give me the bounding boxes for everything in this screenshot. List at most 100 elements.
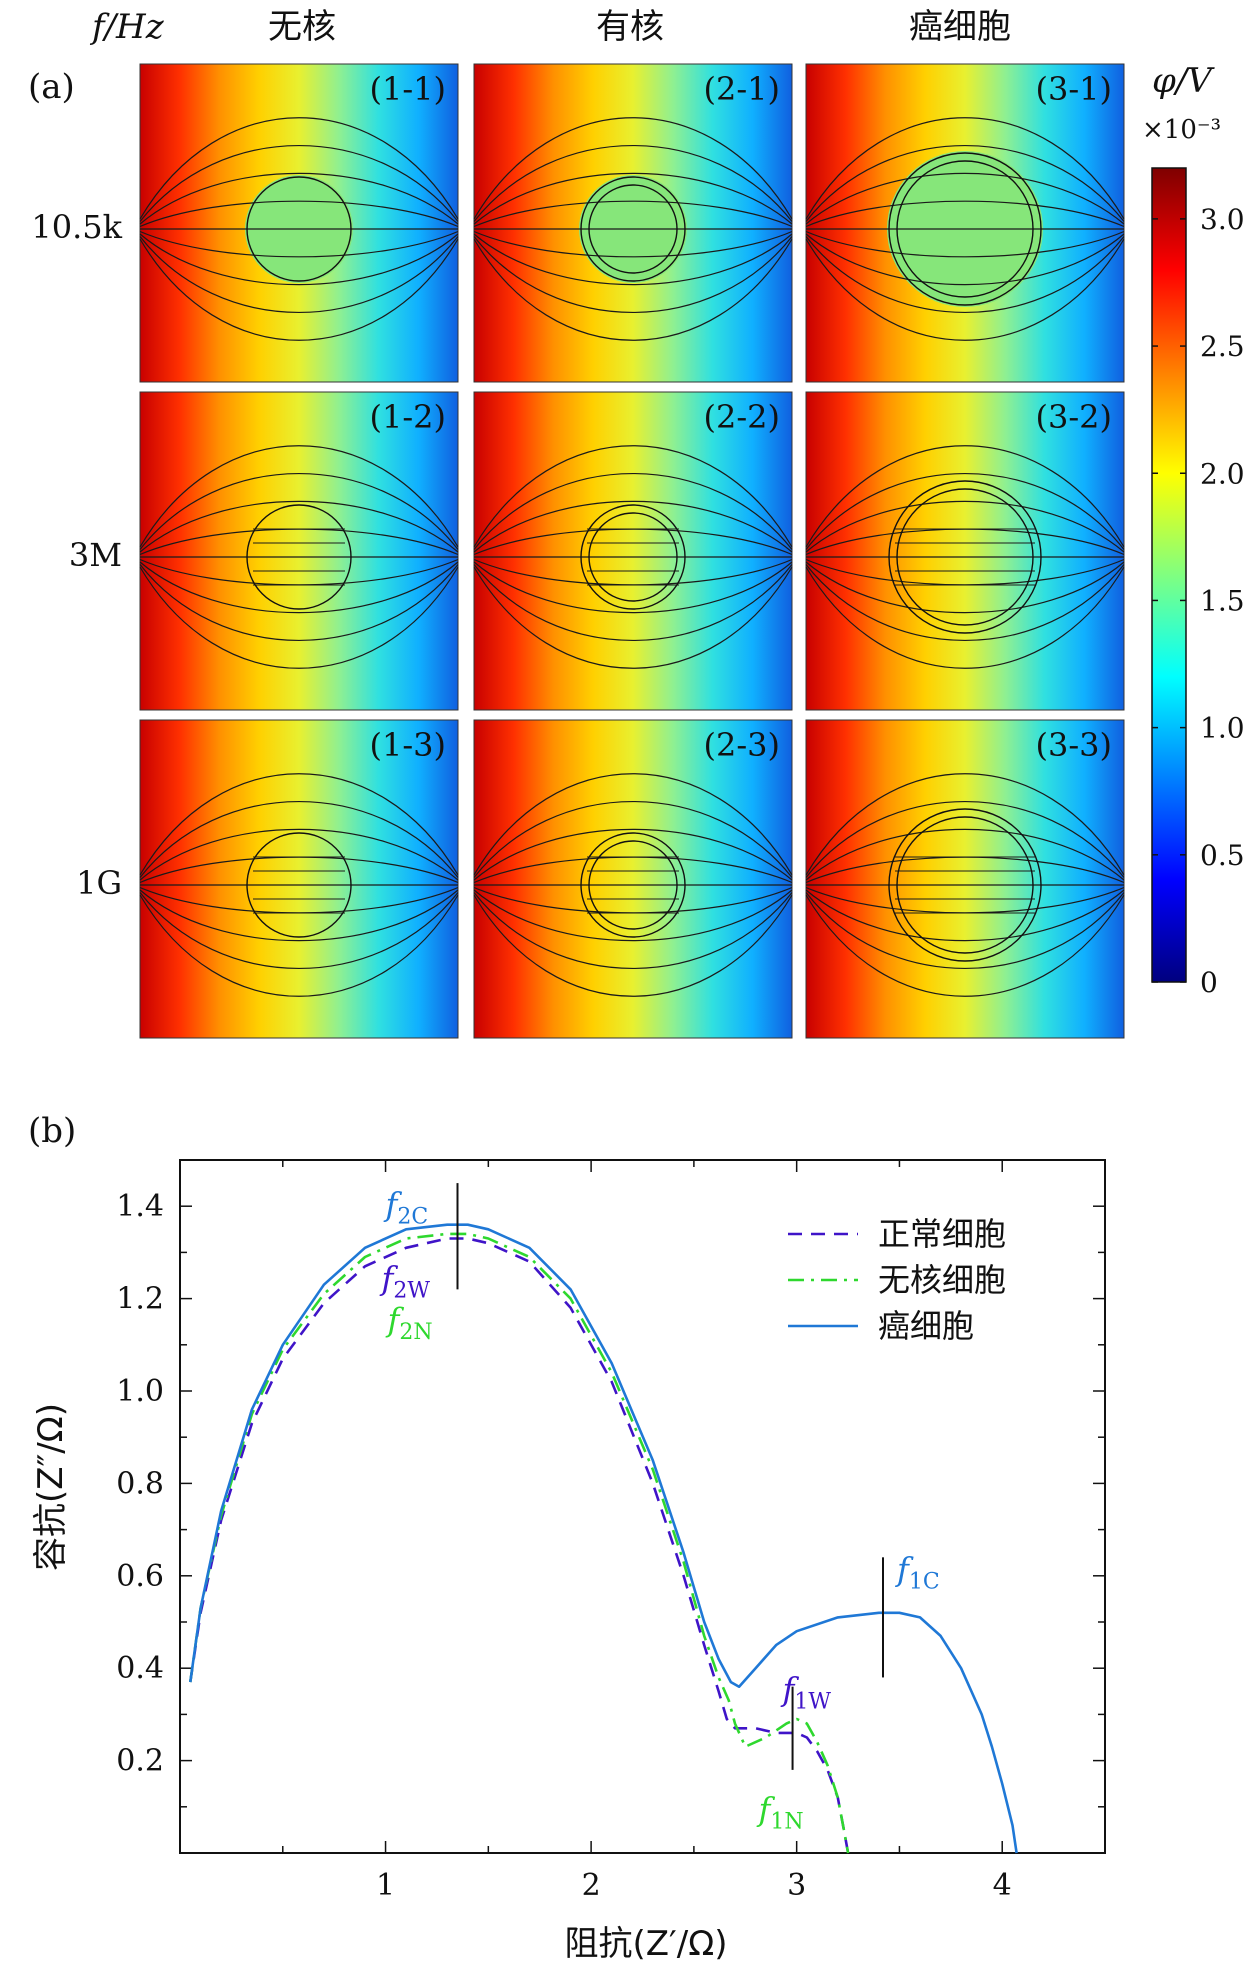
x-axis-label: 阻抗(Z′/Ω) [565, 1924, 728, 1964]
x-tick-label: 4 [993, 1868, 1012, 1903]
field-line [473, 773, 793, 876]
field-panel: (2-2) [473, 391, 793, 711]
cell-panel-label: (2-1) [704, 70, 781, 108]
colorbar-tick-label: 2.0 [1200, 457, 1245, 490]
frequency-annotation: f1C [895, 1550, 940, 1594]
field-line [805, 892, 1125, 969]
colorbar-tick-label: 2.5 [1200, 330, 1245, 363]
frequency-annotation: f1W [781, 1671, 832, 1715]
cell-membrane [888, 480, 1042, 634]
column-header-1: 无核 [268, 7, 336, 47]
series-line [189, 1223, 1018, 1854]
field-panel: (2-1) [473, 63, 793, 383]
y-tick-label: 0.4 [116, 1651, 164, 1686]
field-line [139, 236, 459, 313]
cell-panel-label: (2-2) [704, 398, 781, 436]
field-line [473, 828, 793, 881]
field-panel: (1-3) [139, 719, 459, 1039]
field-line [805, 236, 1125, 313]
field-line [139, 500, 459, 553]
cell-membrane [888, 808, 1042, 962]
column-header-3: 癌细胞 [909, 7, 1011, 47]
frequency-annotation: f1N [757, 1791, 804, 1835]
field-line [805, 200, 1125, 228]
field-line [473, 561, 793, 614]
colorbar-tick-label: 1.5 [1200, 584, 1245, 617]
cell-membrane [580, 504, 686, 610]
cell-panel-label: (3-1) [1036, 70, 1113, 108]
field-line [139, 172, 459, 225]
frequency-annotation: f2C [384, 1185, 429, 1229]
field-line [473, 892, 793, 969]
field-line [473, 236, 793, 313]
potential-map [473, 719, 793, 1039]
colorbar-label: φ/V [1152, 61, 1215, 101]
field-line [139, 561, 459, 614]
field-line [473, 894, 793, 997]
field-line [805, 894, 1125, 997]
potential-map [139, 391, 459, 711]
potential-map [805, 719, 1125, 1039]
field-line [473, 889, 793, 942]
panel-b-label: (b) [28, 1111, 76, 1151]
series-line [189, 1237, 850, 1854]
field-line [139, 894, 459, 997]
field-line [805, 500, 1125, 553]
x-tick-label: 1 [376, 1868, 395, 1903]
cell-panel-label: (2-3) [704, 726, 781, 764]
field-line [473, 500, 793, 553]
cell-panel-label: (1-2) [370, 398, 447, 436]
colorbar-tick-label: 1.0 [1200, 712, 1245, 745]
cell-membrane [888, 152, 1042, 306]
field-line [805, 145, 1125, 222]
nucleus-membrane [896, 816, 1034, 954]
field-line [805, 238, 1125, 341]
cell-membrane [580, 176, 686, 282]
field-line [139, 889, 459, 942]
field-line [139, 773, 459, 876]
y-tick-label: 1.0 [116, 1374, 164, 1409]
row-label-1: 10.5k [31, 208, 122, 246]
cell-panel-label: (3-2) [1036, 398, 1113, 436]
cell-membrane [580, 832, 686, 938]
field-line [139, 566, 459, 669]
field-line [139, 117, 459, 220]
y-tick-label: 1.4 [116, 1189, 164, 1224]
field-line [805, 473, 1125, 550]
y-tick-label: 0.8 [116, 1466, 164, 1501]
x-tick-label: 2 [582, 1868, 601, 1903]
field-line [805, 889, 1125, 942]
field-line [805, 566, 1125, 669]
field-line [139, 801, 459, 878]
nucleus-membrane [588, 840, 678, 930]
row-label-2: 3M [69, 536, 122, 574]
field-line [473, 473, 793, 550]
frequency-annotation: f2N [386, 1301, 433, 1345]
field-line [139, 828, 459, 881]
field-line [473, 564, 793, 641]
panel-a-label: (a) [28, 67, 75, 107]
field-panel: (3-3) [805, 719, 1125, 1039]
nucleus-membrane [896, 160, 1034, 298]
legend-label: 正常细胞 [878, 1215, 1006, 1253]
field-panel: (1-2) [139, 391, 459, 711]
field-line [139, 564, 459, 641]
field-line [473, 238, 793, 341]
field-panel: (2-3) [473, 719, 793, 1039]
nucleus-membrane [588, 512, 678, 602]
potential-map [473, 391, 793, 711]
field-line [473, 230, 793, 258]
field-panel: (3-1) [805, 63, 1125, 383]
y-axis-label: 容抗(Z″/Ω) [31, 1403, 71, 1571]
cell-panel-label: (1-3) [370, 726, 447, 764]
cell-panel-label: (3-3) [1036, 726, 1113, 764]
cell-panel-label: (1-1) [370, 70, 447, 108]
cell-membrane [246, 504, 352, 610]
cell-membrane [246, 176, 352, 282]
plot-frame [179, 1159, 1106, 1854]
field-line [805, 564, 1125, 641]
x-tick-label: 3 [787, 1868, 806, 1903]
field-line [805, 233, 1125, 286]
